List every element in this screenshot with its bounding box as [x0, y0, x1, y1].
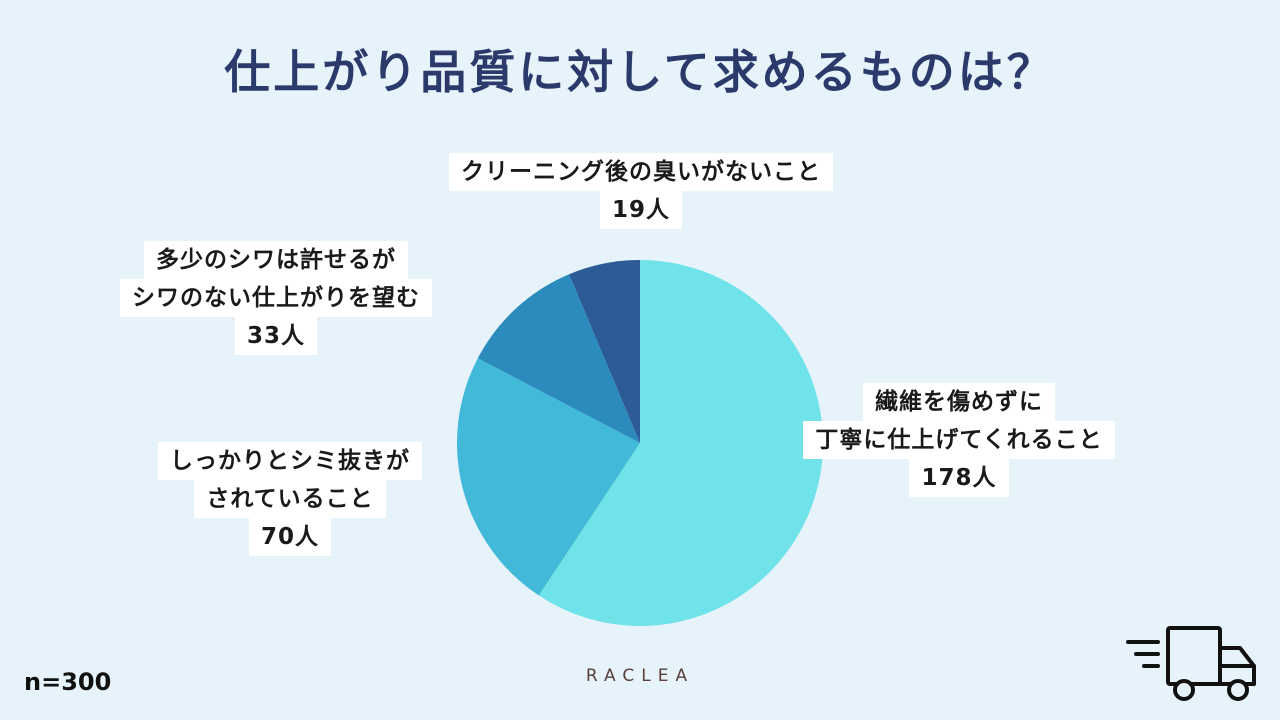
slice-label-0: 繊維を傷めずに 丁寧に仕上げてくれること 178人 — [771, 383, 1147, 497]
pie-slice-1 — [456, 358, 640, 596]
slice-label-line: されていること — [194, 480, 386, 518]
slice-value-label: 19人 — [599, 191, 682, 229]
brand-logo-text: RACLEA — [585, 666, 695, 686]
slice-value-label: 178人 — [909, 459, 1009, 497]
pie-slice-0 — [538, 260, 824, 627]
slice-value-label: 33人 — [234, 317, 317, 355]
slice-label-1: しっかりとシミ抜きが されていること 70人 — [134, 442, 446, 556]
slice-label-line: しっかりとシミ抜きが — [158, 442, 422, 480]
pie-slice-2 — [477, 274, 640, 443]
slice-label-line: シワのない仕上がりを望む — [120, 279, 432, 317]
delivery-truck-icon — [1126, 626, 1256, 701]
pie-slice-3 — [569, 260, 640, 443]
slice-label-3: クリーニング後の臭いがないこと 19人 — [404, 153, 878, 229]
slice-label-line: 繊維を傷めずに — [863, 383, 1055, 421]
slice-label-line: クリーニング後の臭いがないこと — [449, 153, 833, 191]
sample-size: n=300 — [24, 668, 112, 696]
slice-label-line: 多少のシワは許せるが — [144, 241, 408, 279]
slice-label-line: 丁寧に仕上げてくれること — [803, 421, 1115, 459]
slice-value-label: 70人 — [248, 518, 331, 556]
chart-title: 仕上がり品質に対して求めるものは？ — [224, 45, 1056, 99]
slice-label-2: 多少のシワは許せるが シワのない仕上がりを望む 33人 — [88, 241, 464, 355]
